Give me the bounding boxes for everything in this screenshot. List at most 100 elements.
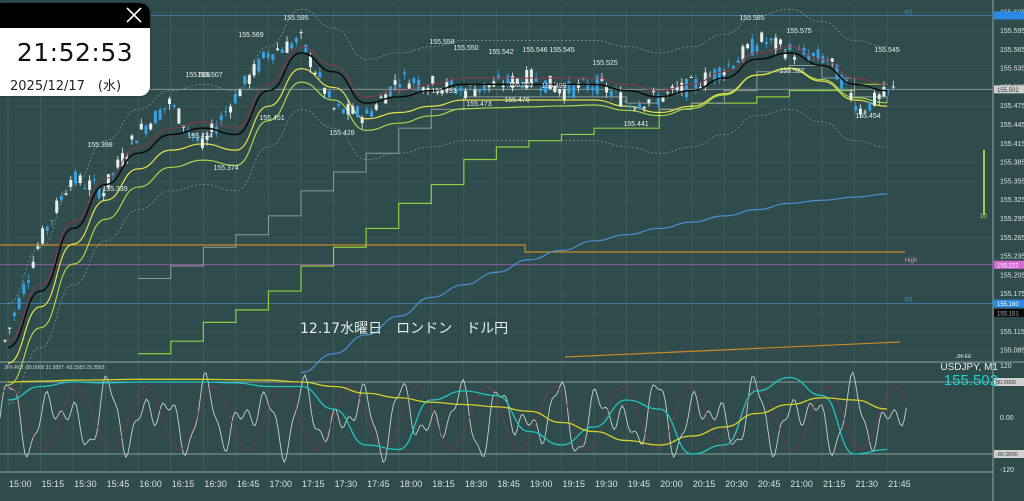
time-axis-label: 16:45 <box>237 479 260 489</box>
extreme-price-label: 155.476 <box>504 97 529 104</box>
price-axis-label: 155.235 <box>1000 254 1024 261</box>
osc-axis-label: 0.00 <box>1000 415 1014 422</box>
step-line-gray <box>138 65 888 280</box>
extreme-price-label: 155.550 <box>453 45 478 52</box>
time-axis-label: 18:30 <box>465 479 488 489</box>
price-axis-label: 155.295 <box>1000 216 1024 223</box>
time-axis-label: 20:30 <box>725 479 748 489</box>
rci-mid-line <box>7 376 888 455</box>
rci-red-line <box>0 386 907 450</box>
clock-date: 2025/12/17 (水) <box>10 79 122 94</box>
orange-trend-line <box>564 341 901 358</box>
time-axis-label: 16:15 <box>172 479 195 489</box>
time-axis-label: 21:30 <box>856 479 879 489</box>
r1-price-tag <box>994 299 1024 308</box>
close-icon[interactable] <box>124 5 144 25</box>
extreme-price-label: 155.546 <box>522 47 547 54</box>
time-axis-label: 19:00 <box>530 479 553 489</box>
time-axis-label: 19:45 <box>628 479 651 489</box>
rci-long-line <box>7 378 888 446</box>
time-axis-label: 15:00 <box>9 479 32 489</box>
svg-text:155.502: 155.502 <box>997 88 1019 94</box>
extreme-price-label: 155.525 <box>592 60 617 67</box>
symbol-label: USDJPY, M1 <box>940 362 998 373</box>
ma-red <box>7 46 888 342</box>
extreme-price-label: 155.569 <box>238 32 263 39</box>
svg-text:-80.0000: -80.0000 <box>996 452 1018 458</box>
extreme-price-label: 155.507 <box>197 72 222 79</box>
small-tag: JW-EE <box>955 354 972 360</box>
extreme-price-label: 155.451 <box>259 115 284 122</box>
extreme-price-label: 155.545 <box>549 47 574 54</box>
orange-level-line <box>0 244 905 253</box>
time-axis-label: 18:45 <box>497 479 520 489</box>
time-axis-label: 17:15 <box>302 479 325 489</box>
extreme-price-label: 155.441 <box>623 121 648 128</box>
extreme-price-label: 155.374 <box>213 165 238 172</box>
time-axis-label: 18:15 <box>432 479 455 489</box>
svg-text:10: 10 <box>980 214 987 220</box>
current-price-tag <box>994 85 1024 94</box>
price-axis-label: 155.415 <box>1000 141 1024 148</box>
extreme-price-label: 155.398 <box>87 142 112 149</box>
upper-band <box>7 8 888 305</box>
extreme-price-label: 155.542 <box>488 49 513 56</box>
extreme-price-label: 155.502 <box>508 82 533 89</box>
time-axis-label: 17:30 <box>335 479 358 489</box>
price-axis-label: 155.085 <box>1000 348 1024 355</box>
time-axis-label: 15:15 <box>42 479 65 489</box>
candles <box>3 29 895 343</box>
current-price: 155.502 <box>943 372 998 389</box>
time-axis-label: 17:00 <box>269 479 292 489</box>
time-axis-label: 21:15 <box>823 479 846 489</box>
extreme-price-label: 155.575 <box>786 28 811 35</box>
long-ma-blue <box>300 193 888 374</box>
price-axis-label: 155.325 <box>1000 197 1024 204</box>
level-label: High <box>905 258 917 264</box>
price-axis-label: 155.595 <box>1000 28 1024 35</box>
rci-short-line <box>0 371 907 464</box>
price-axis-label: 155.265 <box>1000 235 1024 242</box>
time-axis-label: 20:45 <box>758 479 781 489</box>
svg-text:155.151: 155.151 <box>997 312 1019 318</box>
price-axis-label: 155.175 <box>1000 291 1024 298</box>
ma-black <box>7 52 888 349</box>
time-axis-label: 20:00 <box>660 479 683 489</box>
extreme-price-label: 155.499 <box>541 83 566 90</box>
price-axis-label: 155.565 <box>1000 47 1024 54</box>
time-axis-label: 20:15 <box>693 479 716 489</box>
time-axis-label: 18:00 <box>400 479 423 489</box>
high-price-tag <box>994 260 1024 269</box>
extreme-price-label: 155.585 <box>739 15 764 22</box>
tick-volume-bar <box>983 150 985 215</box>
price-axis-label: 155.115 <box>1000 329 1024 336</box>
black-price-tag <box>994 309 1024 318</box>
chart-annotation: 12.17水曜日 ロンドン ドル円 <box>300 321 509 337</box>
time-axis-label: 19:30 <box>595 479 618 489</box>
osc-axis-label: 120 <box>1000 363 1012 370</box>
level-label: R1 <box>905 298 913 304</box>
time-axis-label: 17:45 <box>367 479 390 489</box>
price-axis-label: 155.475 <box>1000 103 1024 110</box>
price-axis-label: 155.355 <box>1000 178 1024 185</box>
price-axis-label: 155.205 <box>1000 272 1024 279</box>
extreme-price-label: 155.558 <box>429 39 454 46</box>
osc-axis-label: -120 <box>1000 467 1014 474</box>
level-label: R2 <box>905 10 913 16</box>
svg-text:155.160: 155.160 <box>997 302 1019 308</box>
extreme-price-label: 155.428 <box>329 130 354 137</box>
clock-titlebar[interactable] <box>0 3 150 28</box>
time-axis-label: 21:00 <box>790 479 813 489</box>
oscillator-title: JFX-RCI -80.0000 31.5897 -65.1583 29.356… <box>4 365 105 371</box>
price-axis-label: 155.535 <box>1000 66 1024 73</box>
r2-price-tag <box>994 11 1024 20</box>
extreme-price-label: 155.595 <box>283 15 308 22</box>
time-axis-label: 19:15 <box>563 479 586 489</box>
ma-yellow <box>7 68 888 364</box>
time-axis-label: 15:45 <box>107 479 130 489</box>
svg-text:80.0000: 80.0000 <box>996 380 1016 386</box>
time-axis-label: 15:30 <box>74 479 97 489</box>
extreme-price-label: 155.339 <box>102 186 127 193</box>
